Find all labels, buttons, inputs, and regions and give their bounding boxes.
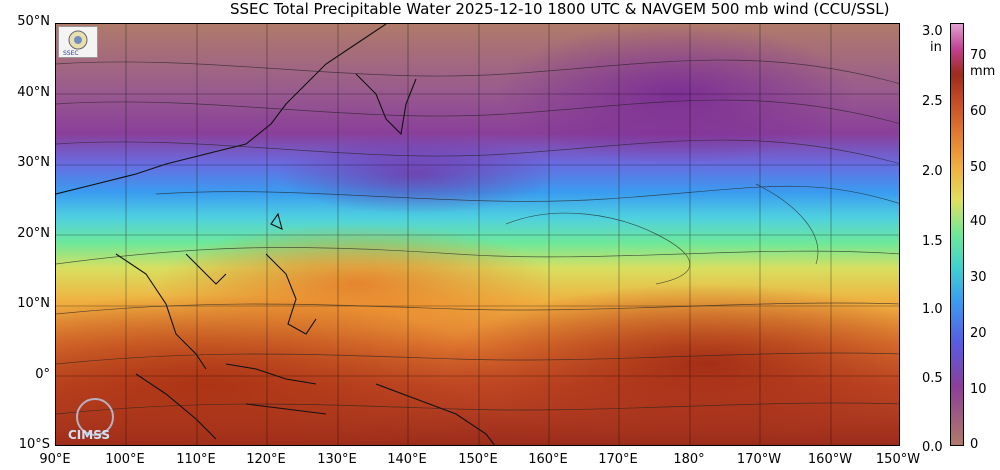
colorbar-inch-tick-0-0: 0.0 (922, 440, 943, 455)
lat-label-20n: 20°N (17, 226, 50, 241)
lat-label-10n: 10°N (17, 296, 50, 311)
lat-label-40n: 40°N (17, 85, 50, 100)
lon-label-160w: 160°W (807, 452, 853, 467)
colorbar-inch-tick-3-0: 3.0 (922, 24, 943, 39)
lon-label-170e: 170°E (598, 452, 638, 467)
lon-label-150w: 150°W (875, 452, 921, 467)
lat-label-equator: 0° (35, 367, 50, 382)
graticule (56, 24, 899, 445)
colorbar-mm-tick-60: 60 (970, 104, 987, 119)
colorbar-inch-tick-1-0: 1.0 (922, 302, 943, 317)
map-title: SSEC Total Precipitable Water 2025-12-10… (230, 0, 890, 18)
lon-label-170w: 170°W (736, 452, 782, 467)
colorbar-inch-tick-2-0: 2.0 (922, 164, 943, 179)
lon-label-130e: 130°E (317, 452, 357, 467)
colorbar-mm-tick-50: 50 (970, 160, 987, 175)
colorbar-mm-tick-40: 40 (970, 214, 987, 229)
cimss-logo-text: CIMSS (68, 428, 110, 442)
colorbar-mm-tick-30: 30 (970, 270, 987, 285)
lon-label-160e: 160°E (528, 452, 568, 467)
lon-label-120e: 120°E (246, 452, 286, 467)
colorbar-mm-tick-20: 20 (970, 326, 987, 341)
ssec-logo: SSEC (58, 26, 98, 58)
colorbar-unit-mm: mm (970, 64, 996, 79)
lon-label-140e: 140°E (387, 452, 427, 467)
cimss-logo: CIMSS (60, 395, 130, 445)
colorbar-mm-tick-70: 70 (970, 48, 987, 63)
colorbar-inch-tick-0-5: 0.5 (922, 371, 943, 386)
lon-label-180: 180° (673, 452, 705, 467)
colorbar-mm-tick-10: 10 (970, 382, 987, 397)
coastlines (56, 24, 496, 445)
lat-label-30n: 30°N (17, 155, 50, 170)
lon-label-90e: 90°E (39, 452, 71, 467)
colorbar-inch-tick-1-5: 1.5 (922, 234, 943, 249)
lat-label-10s: 10°S (18, 437, 50, 452)
colorbar-inch-tick-2-5: 2.5 (922, 94, 943, 109)
lon-label-110e: 110°E (176, 452, 216, 467)
colorbar-mm-tick-0: 0 (970, 437, 979, 452)
svg-text:SSEC: SSEC (63, 50, 79, 57)
lat-label-50n: 50°N (17, 14, 50, 29)
tpw-map (55, 23, 900, 446)
wind-streamlines (56, 59, 899, 415)
tpw-colorbar (950, 23, 964, 446)
colorbar-unit-in: in (930, 40, 942, 55)
lon-label-150e: 150°E (458, 452, 498, 467)
map-overlay (56, 24, 899, 445)
lon-label-100e: 100°E (105, 452, 145, 467)
